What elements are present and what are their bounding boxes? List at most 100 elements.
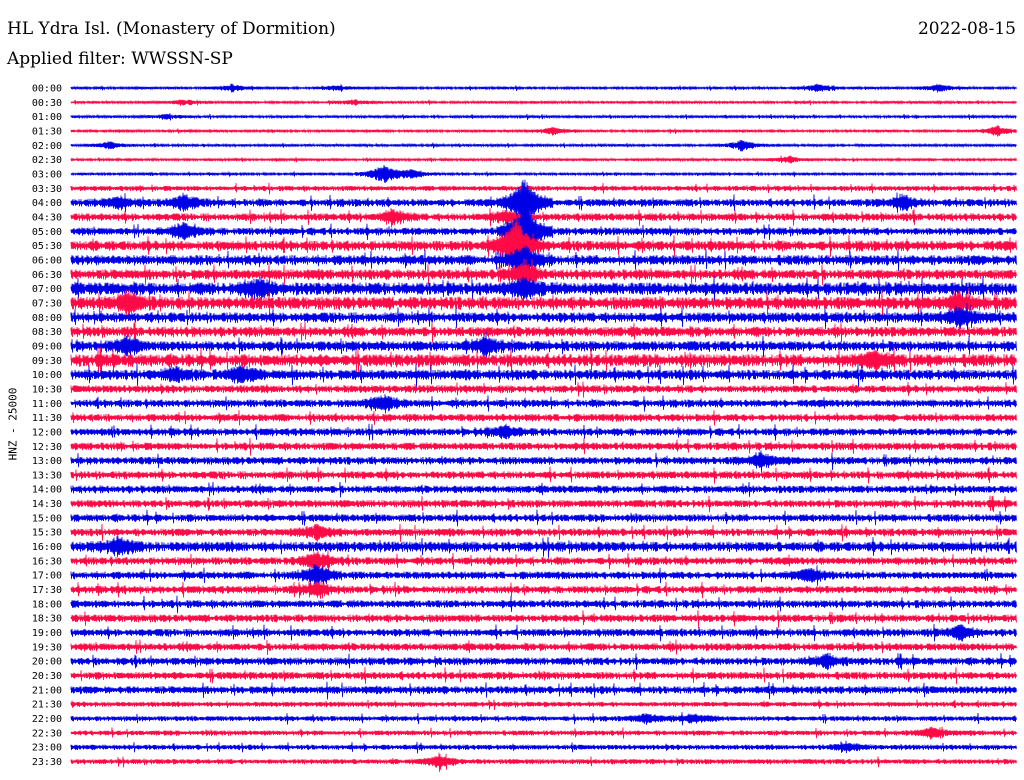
row-label-13: 06:30 bbox=[32, 270, 62, 281]
row-label-32: 16:00 bbox=[32, 542, 62, 553]
trace-row-33 bbox=[70, 550, 1017, 574]
row-label-28: 14:00 bbox=[32, 485, 62, 496]
trace-row-20 bbox=[70, 363, 1017, 388]
trace-row-29 bbox=[70, 495, 1017, 513]
row-label-4: 02:00 bbox=[32, 141, 62, 152]
trace-row-21 bbox=[70, 381, 1017, 398]
trace-row-16 bbox=[70, 302, 1017, 335]
row-label-18: 09:00 bbox=[32, 341, 62, 352]
row-label-17: 08:30 bbox=[32, 327, 62, 338]
trace-row-35 bbox=[70, 580, 1017, 599]
trace-row-1 bbox=[70, 99, 1017, 106]
row-label-42: 21:00 bbox=[32, 685, 62, 696]
row-label-7: 03:30 bbox=[32, 184, 62, 195]
trace-row-39 bbox=[70, 639, 1017, 656]
trace-row-27 bbox=[70, 466, 1017, 484]
row-label-30: 15:00 bbox=[32, 513, 62, 524]
row-label-40: 20:00 bbox=[32, 657, 62, 668]
seismic-traces bbox=[70, 83, 1017, 772]
row-label-45: 22:30 bbox=[32, 728, 62, 739]
row-label-38: 19:00 bbox=[32, 628, 62, 639]
trace-row-6 bbox=[70, 164, 1017, 183]
row-label-15: 07:30 bbox=[32, 298, 62, 309]
trace-row-42 bbox=[70, 681, 1017, 700]
trace-row-18 bbox=[70, 331, 1017, 359]
row-label-33: 16:30 bbox=[32, 556, 62, 567]
row-label-41: 20:30 bbox=[32, 671, 62, 682]
row-label-12: 06:00 bbox=[32, 255, 62, 266]
trace-row-2 bbox=[70, 113, 1017, 121]
row-label-43: 21:30 bbox=[32, 700, 62, 711]
row-label-2: 01:00 bbox=[32, 112, 62, 123]
row-label-36: 18:00 bbox=[32, 599, 62, 610]
row-label-44: 22:00 bbox=[32, 714, 62, 725]
row-label-46: 23:00 bbox=[32, 743, 62, 754]
row-label-20: 10:00 bbox=[32, 370, 62, 381]
trace-row-12 bbox=[70, 245, 1017, 276]
trace-row-44 bbox=[70, 712, 1017, 726]
trace-row-45 bbox=[70, 726, 1017, 740]
row-label-26: 13:00 bbox=[32, 456, 62, 467]
trace-row-22 bbox=[70, 394, 1017, 414]
trace-row-7 bbox=[70, 182, 1017, 195]
row-label-37: 18:30 bbox=[32, 614, 62, 625]
trace-row-41 bbox=[70, 667, 1017, 685]
station-title: HL Ydra Isl. (Monastery of Dormition) bbox=[7, 19, 336, 39]
trace-row-37 bbox=[70, 610, 1017, 628]
row-label-29: 14:30 bbox=[32, 499, 62, 510]
row-label-11: 05:30 bbox=[32, 241, 62, 252]
trace-row-3 bbox=[70, 125, 1017, 137]
trace-row-40 bbox=[70, 652, 1017, 671]
trace-row-17 bbox=[70, 320, 1017, 343]
trace-row-38 bbox=[70, 623, 1017, 642]
row-label-10: 05:00 bbox=[32, 227, 62, 238]
trace-row-24 bbox=[70, 423, 1017, 441]
trace-row-31 bbox=[70, 523, 1017, 542]
record-date: 2022-08-15 bbox=[917, 19, 1016, 39]
trace-row-15 bbox=[70, 287, 1017, 320]
row-label-25: 12:30 bbox=[32, 442, 62, 453]
row-label-47: 23:30 bbox=[32, 757, 62, 768]
row-label-9: 04:30 bbox=[32, 212, 62, 223]
row-label-27: 13:30 bbox=[32, 470, 62, 481]
trace-row-5 bbox=[70, 155, 1017, 164]
trace-row-23 bbox=[70, 410, 1017, 426]
row-label-8: 04:00 bbox=[32, 198, 62, 209]
row-label-14: 07:00 bbox=[32, 284, 62, 295]
trace-row-25 bbox=[70, 437, 1017, 456]
row-label-22: 11:00 bbox=[32, 399, 62, 410]
trace-row-9 bbox=[70, 207, 1017, 228]
filter-label: Applied filter: WWSSN-SP bbox=[7, 49, 233, 69]
row-label-6: 03:00 bbox=[32, 169, 62, 180]
trace-row-43 bbox=[70, 699, 1017, 711]
row-label-39: 19:30 bbox=[32, 642, 62, 653]
trace-row-0 bbox=[70, 83, 1017, 93]
trace-row-28 bbox=[70, 481, 1017, 498]
trace-row-26 bbox=[70, 450, 1017, 473]
trace-row-4 bbox=[70, 139, 1017, 152]
trace-row-36 bbox=[70, 595, 1017, 614]
row-label-31: 15:30 bbox=[32, 528, 62, 539]
row-label-23: 11:30 bbox=[32, 413, 62, 424]
row-labels: 00:00 00:30 01:00 01:30 02:00 02:30 03:00 03:30… bbox=[32, 84, 62, 769]
trace-row-14 bbox=[70, 275, 1017, 302]
row-label-24: 12:00 bbox=[32, 427, 62, 438]
row-label-16: 08:00 bbox=[32, 313, 62, 324]
row-label-0: 00:00 bbox=[32, 84, 62, 95]
row-label-35: 17:30 bbox=[32, 585, 62, 596]
trace-row-19 bbox=[70, 346, 1017, 375]
row-label-1: 00:30 bbox=[32, 98, 62, 109]
trace-row-30 bbox=[70, 509, 1017, 527]
row-label-34: 17:00 bbox=[32, 571, 62, 582]
trace-row-13 bbox=[70, 258, 1017, 293]
trace-row-47 bbox=[70, 752, 1017, 772]
row-label-19: 09:30 bbox=[32, 356, 62, 367]
trace-row-32 bbox=[70, 535, 1017, 559]
trace-row-8 bbox=[70, 179, 1017, 227]
trace-row-10 bbox=[70, 199, 1017, 267]
trace-row-11 bbox=[70, 215, 1017, 279]
row-label-21: 10:30 bbox=[32, 384, 62, 395]
row-label-5: 02:30 bbox=[32, 155, 62, 166]
row-label-3: 01:30 bbox=[32, 126, 62, 137]
